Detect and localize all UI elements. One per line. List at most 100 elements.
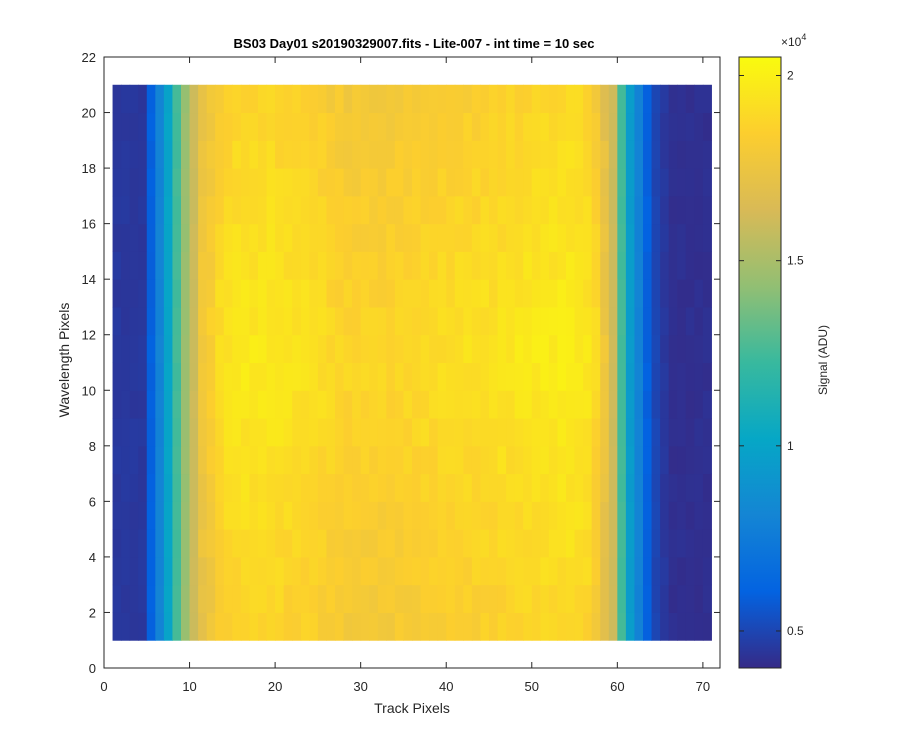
heatmap-cell <box>112 140 122 169</box>
heatmap-cell <box>121 334 131 363</box>
heatmap-cell <box>591 584 601 613</box>
heatmap-cell <box>326 306 336 336</box>
heatmap-cell <box>514 390 524 419</box>
heatmap-cell <box>275 362 285 391</box>
heatmap-cell <box>548 584 558 613</box>
heatmap-cell <box>454 584 464 613</box>
heatmap-cell <box>600 279 610 308</box>
heatmap-cell <box>223 195 233 225</box>
colorbar-multiplier: ×104 <box>781 32 806 49</box>
heatmap-cell <box>240 279 250 308</box>
heatmap-cell <box>181 279 191 308</box>
heatmap-cell <box>497 501 507 530</box>
heatmap-cell <box>608 612 618 641</box>
heatmap-cell <box>198 334 208 363</box>
heatmap-cell <box>489 140 499 169</box>
heatmap-cell <box>702 418 712 447</box>
heatmap-cell <box>343 556 353 586</box>
heatmap-cell <box>206 195 216 225</box>
heatmap-cell <box>497 612 507 641</box>
heatmap-cell <box>634 168 644 197</box>
heatmap-cell <box>146 418 156 447</box>
heatmap-cell <box>215 306 225 336</box>
heatmap-cell <box>394 279 404 308</box>
heatmap-cell <box>548 306 558 336</box>
heatmap-cell <box>608 251 618 280</box>
heatmap-cell <box>198 418 208 447</box>
heatmap-cell <box>497 279 507 308</box>
heatmap-cell <box>625 529 635 558</box>
heatmap-cell <box>668 529 678 558</box>
heatmap-cell <box>189 223 199 252</box>
heatmap-cells <box>112 84 712 641</box>
heatmap-cell <box>514 279 524 308</box>
heatmap-cell <box>317 501 327 530</box>
heatmap-cell <box>215 112 225 141</box>
heatmap-cell <box>660 168 670 197</box>
heatmap-cell <box>309 279 319 308</box>
heatmap-cell <box>694 140 704 169</box>
heatmap-cell <box>377 279 387 308</box>
heatmap-cell <box>677 501 687 530</box>
heatmap-cell <box>112 223 122 252</box>
heatmap-cell <box>258 140 268 169</box>
heatmap-cell <box>471 501 481 530</box>
heatmap-cell <box>454 223 464 252</box>
colorbar-tick-label: 1.5 <box>787 254 804 268</box>
heatmap-cell <box>454 168 464 197</box>
heatmap-cell <box>489 612 499 641</box>
heatmap-cell <box>343 279 353 308</box>
heatmap-cell <box>121 279 131 308</box>
heatmap-cell <box>625 84 635 114</box>
heatmap-cell <box>377 418 387 447</box>
heatmap-cell <box>471 279 481 308</box>
heatmap-cell <box>326 195 336 225</box>
heatmap-cell <box>232 84 242 114</box>
heatmap-cell <box>625 140 635 169</box>
heatmap-cell <box>266 584 276 613</box>
heatmap-cell <box>240 556 250 586</box>
heatmap-cell <box>497 584 507 613</box>
heatmap-cell <box>625 112 635 141</box>
heatmap-cell <box>129 251 139 280</box>
heatmap-cell <box>377 473 387 502</box>
heatmap-cell <box>523 279 533 308</box>
heatmap-cell <box>506 223 516 252</box>
heatmap-cell <box>377 140 387 169</box>
heatmap-cell <box>335 334 345 363</box>
heatmap-cell <box>617 279 627 308</box>
heatmap-cell <box>258 473 268 502</box>
heatmap-cell <box>403 418 413 447</box>
heatmap-cell <box>497 418 507 447</box>
heatmap-cell <box>266 390 276 419</box>
heatmap-cell <box>489 445 499 475</box>
heatmap-cell <box>386 223 396 252</box>
colorbar-tick-label: 0.5 <box>787 624 804 638</box>
heatmap-cell <box>480 556 490 586</box>
heatmap-cell <box>189 334 199 363</box>
heatmap-cell <box>566 251 576 280</box>
heatmap-cell <box>326 140 336 169</box>
heatmap-cell <box>454 140 464 169</box>
heatmap-cell <box>514 612 524 641</box>
heatmap-cell <box>506 584 516 613</box>
heatmap-cell <box>446 279 456 308</box>
heatmap-cell <box>206 279 216 308</box>
heatmap-cell <box>335 584 345 613</box>
heatmap-cell <box>283 362 293 391</box>
heatmap-cell <box>677 223 687 252</box>
heatmap-cell <box>146 390 156 419</box>
heatmap-cell <box>155 279 165 308</box>
heatmap-cell <box>121 612 131 641</box>
heatmap-cell <box>437 612 447 641</box>
heatmap-cell <box>232 362 242 391</box>
heatmap-cell <box>540 84 550 114</box>
heatmap-cell <box>249 529 259 558</box>
heatmap-cell <box>668 279 678 308</box>
heatmap-cell <box>343 612 353 641</box>
heatmap-cell <box>129 584 139 613</box>
x-tick-label: 10 <box>182 679 196 694</box>
heatmap-cell <box>360 473 370 502</box>
heatmap-cell <box>352 390 362 419</box>
heatmap-cell <box>292 418 302 447</box>
